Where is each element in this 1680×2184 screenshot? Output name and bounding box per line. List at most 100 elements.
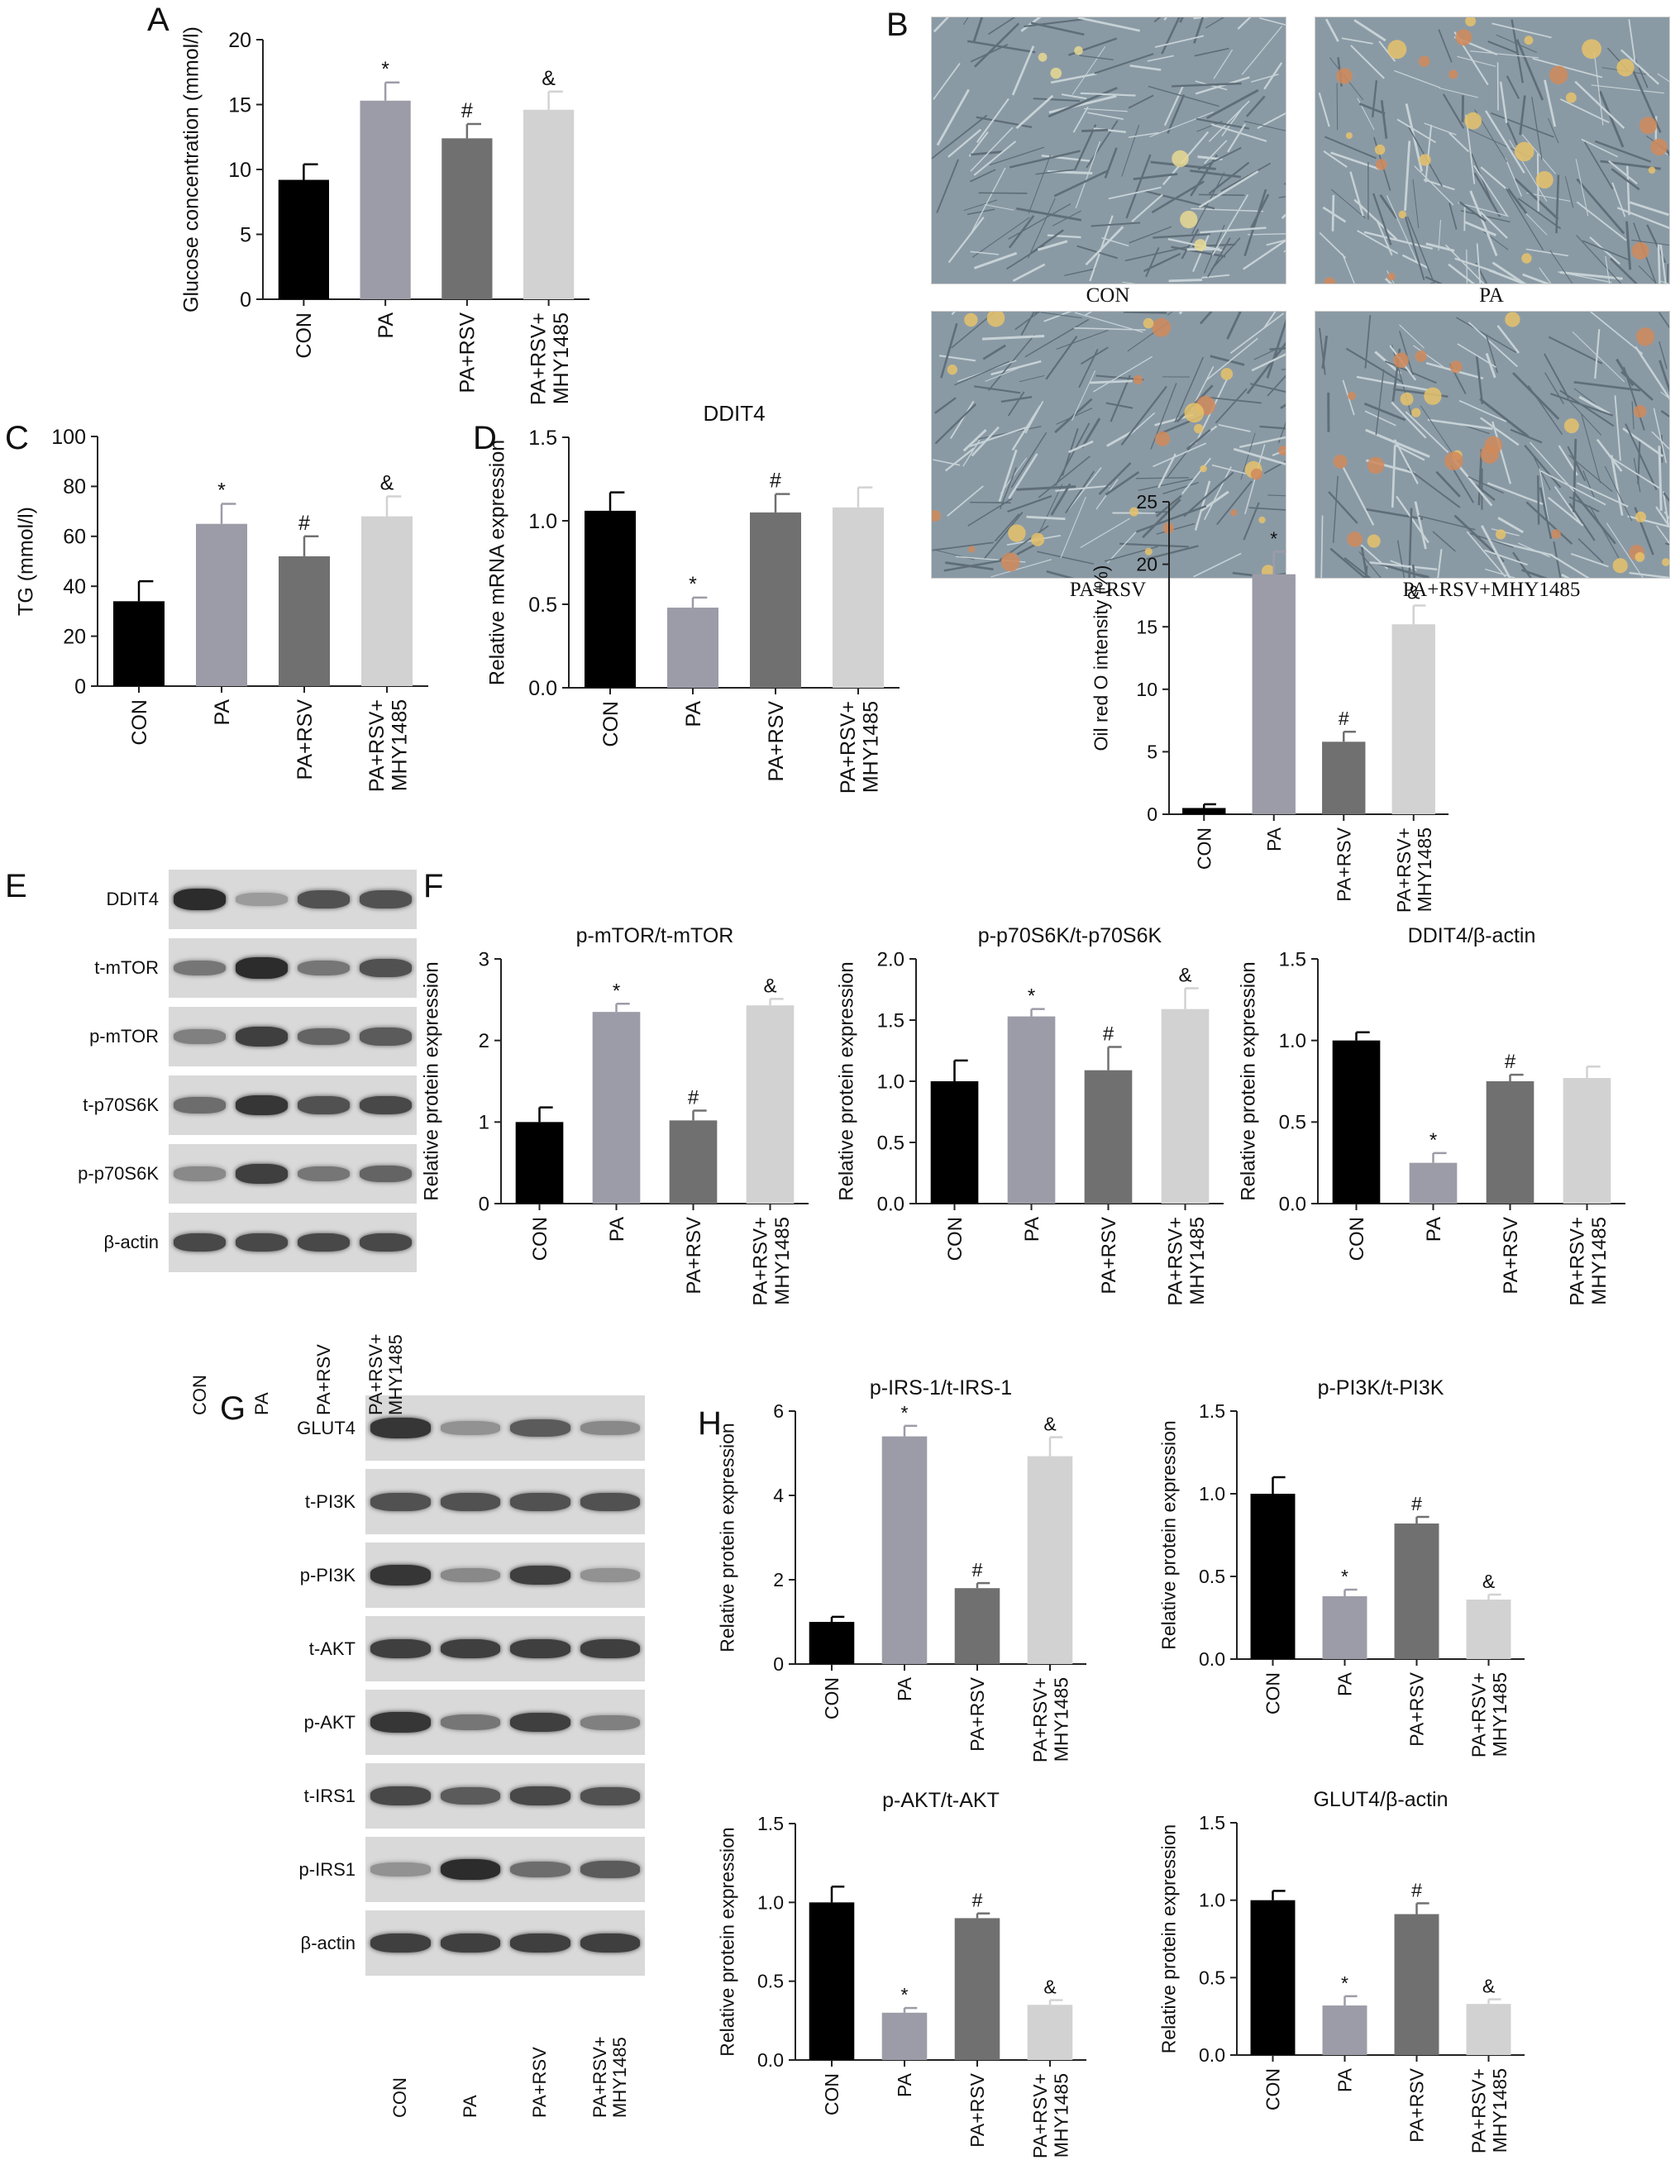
- x-tick-label: CON: [293, 312, 316, 359]
- x-tick-label: PA+RSV+MHY1485: [750, 1217, 794, 1306]
- blot-row-label: β-actin: [103, 1232, 159, 1252]
- x-tick-label: PA: [375, 312, 398, 339]
- y-tick-label: 0.0: [1279, 1193, 1306, 1215]
- y-tick-label: 0.0: [757, 2049, 784, 2071]
- blot-row-label: p-IRS1: [298, 1858, 356, 1880]
- y-tick-label: 2.0: [877, 948, 904, 970]
- blot-strip: [169, 870, 417, 929]
- significance-marker: *: [1270, 527, 1277, 549]
- x-tick-label: PA: [211, 699, 234, 726]
- significance-marker: #: [1103, 1023, 1114, 1046]
- bar: [515, 1122, 564, 1204]
- y-axis-label: Relative protein expression: [1238, 961, 1260, 1201]
- blot-lane-label: PA+RSV: [313, 1344, 334, 1415]
- x-tick-label: PA+RSV: [966, 2072, 988, 2147]
- y-tick-label: 80: [63, 475, 86, 498]
- x-tick-label: PA: [1021, 1217, 1043, 1242]
- blot-row-label: t-PI3K: [304, 1490, 356, 1512]
- blot-band: [510, 1712, 570, 1733]
- x-tick-label: PA+RSV: [456, 312, 480, 393]
- micrograph-pa-rsv: [931, 311, 1286, 579]
- bar: [523, 109, 575, 299]
- significance-marker: #: [461, 99, 473, 122]
- bar: [1007, 1016, 1056, 1204]
- y-axis-label: Relative protein expression: [836, 961, 858, 1201]
- y-axis-label: Relative protein expression: [1158, 1824, 1180, 2053]
- panel-label-c: C: [5, 420, 29, 456]
- bar: [881, 2012, 928, 2060]
- blot-lane-label: PA: [251, 1392, 272, 1415]
- chart-a: 0 5 10 15 20 Glucose concentration (mmol/l) CO…: [180, 26, 589, 405]
- x-tick-label: PA+RSV: [765, 701, 788, 782]
- blot-band: [510, 1492, 570, 1511]
- x-tick-label: PA+RSV: [1406, 1671, 1428, 1746]
- y-tick-label: 0.5: [1279, 1112, 1306, 1134]
- y-tick-label: 1.5: [1199, 1400, 1225, 1422]
- blot-band: [370, 1862, 431, 1876]
- bar: [1084, 1070, 1133, 1204]
- x-tick-label: PA: [1334, 1671, 1356, 1696]
- micrograph-caption-pa: PA: [1479, 284, 1504, 307]
- cell-texture: [932, 312, 1286, 578]
- y-tick-label: 1.5: [528, 427, 557, 450]
- x-tick-label: PA+RSV: [1333, 827, 1354, 901]
- y-tick-label: 0: [1147, 804, 1157, 825]
- y-axis-label: Relative mRNA expression: [486, 440, 509, 685]
- bar: [1161, 1009, 1210, 1204]
- bar: [1466, 2004, 1511, 2055]
- blot-band: [298, 1096, 350, 1114]
- chart-title: p-p70S6K/t-p70S6K: [978, 924, 1162, 947]
- x-tick-label: PA+RSV: [683, 1217, 705, 1295]
- bar: [1322, 2005, 1367, 2055]
- blot-band: [370, 1712, 431, 1733]
- blot-band: [174, 1097, 226, 1113]
- blot-band: [174, 1029, 226, 1044]
- significance-marker: *: [1028, 985, 1035, 1008]
- chart-h1: 0 2 4 6 Relative protein expression p-IRS-1/t…: [717, 1376, 1086, 1762]
- blot-band: [236, 893, 288, 906]
- significance-marker: #: [770, 470, 781, 493]
- chart-f1: 0 1 2 3 Relative protein expression p-mTOR/t-…: [421, 924, 809, 1306]
- y-tick-label: 1.5: [877, 1009, 904, 1032]
- y-tick-label: 0.5: [757, 1971, 784, 1992]
- blot-band: [174, 1166, 226, 1181]
- x-tick-label: PA+RSV: [294, 699, 317, 780]
- chart-title: p-IRS-1/t-IRS-1: [870, 1376, 1012, 1400]
- blot-row-label: β-actin: [300, 1932, 356, 1953]
- y-tick-label: 100: [51, 426, 86, 449]
- chart-f3: 0.0 0.5 1.0 1.5 Relative protein expression D…: [1238, 924, 1625, 1306]
- blot-row-label: p-AKT: [303, 1711, 356, 1733]
- y-tick-label: 1.0: [877, 1071, 904, 1093]
- blot-band: [580, 1933, 640, 1953]
- blot-band: [440, 1421, 500, 1435]
- significance-marker: *: [613, 980, 620, 1002]
- y-tick-label: 0.5: [1199, 1566, 1225, 1587]
- blot-band: [580, 1714, 640, 1730]
- blot-band: [236, 957, 288, 979]
- bar: [585, 510, 636, 688]
- y-axis-label: Oil red O intensity (%): [1091, 565, 1112, 751]
- bar: [1027, 1456, 1073, 1664]
- y-axis-label: Glucose concentration (mmol/l): [180, 26, 203, 312]
- cell-texture: [932, 17, 1286, 284]
- significance-marker: *: [689, 573, 697, 596]
- y-tick-label: 1.5: [1199, 1812, 1225, 1834]
- blot-strip: [365, 1469, 645, 1534]
- chart-title: p-PI3K/t-PI3K: [1318, 1376, 1444, 1400]
- blot-band: [236, 1094, 288, 1116]
- significance-marker: *: [1341, 1566, 1348, 1587]
- y-tick-label: 1.0: [1199, 1483, 1225, 1504]
- x-tick-label: PA: [1334, 2067, 1356, 2092]
- y-tick-label: 6: [773, 1400, 784, 1422]
- y-tick-label: 1.0: [757, 1891, 784, 1913]
- bar: [1250, 1494, 1296, 1659]
- y-tick-label: 0.5: [528, 594, 557, 617]
- significance-marker: &: [763, 975, 776, 997]
- bar: [1409, 1162, 1458, 1204]
- panel-label-d: D: [473, 420, 497, 456]
- blot-band: [440, 1858, 500, 1881]
- panel-label-b: B: [886, 7, 909, 43]
- bar: [360, 100, 411, 299]
- x-tick-label: PA: [894, 1676, 915, 1701]
